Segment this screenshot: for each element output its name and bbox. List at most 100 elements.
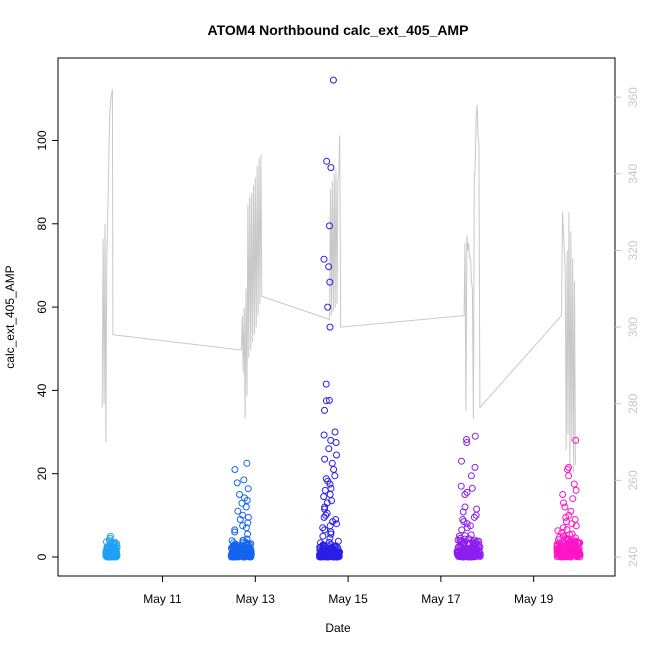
scatter-point bbox=[471, 553, 479, 561]
y2-tick-label: 300 bbox=[626, 317, 640, 337]
right-y-axis: 240 260 280 300 320 340 360 bbox=[615, 87, 640, 567]
scatter-point bbox=[565, 472, 573, 480]
scatter-point bbox=[561, 503, 569, 511]
scatter-point bbox=[571, 545, 579, 553]
scatter-point bbox=[328, 497, 336, 505]
scatter-point bbox=[567, 507, 575, 515]
scatter-point bbox=[473, 505, 481, 513]
scatter-point bbox=[318, 551, 326, 559]
scatter-point bbox=[559, 524, 567, 532]
chart-title: ATOM4 Northbound calc_ext_405_AMP bbox=[208, 22, 469, 38]
scatter-point bbox=[320, 493, 328, 501]
scatter-point bbox=[244, 519, 252, 527]
scatter-point bbox=[554, 551, 562, 559]
scatter-point bbox=[246, 553, 254, 561]
scatter-point bbox=[324, 303, 332, 311]
y-tick-label: 60 bbox=[35, 300, 49, 314]
scatter-point bbox=[453, 549, 461, 557]
scatter-point bbox=[459, 508, 467, 516]
scatter-point bbox=[560, 499, 567, 507]
scatter-point bbox=[326, 323, 334, 331]
scatter-point bbox=[228, 544, 235, 552]
plot-frame bbox=[57, 57, 616, 577]
scatter-point bbox=[231, 528, 239, 536]
scatter-point bbox=[572, 522, 580, 530]
scatter-point bbox=[319, 532, 327, 540]
scatter-point bbox=[334, 553, 342, 561]
scatter-point bbox=[334, 544, 342, 552]
scatter-point bbox=[329, 76, 337, 84]
y-tick-label: 40 bbox=[35, 383, 49, 397]
scatter-point bbox=[471, 432, 479, 440]
scatter-point bbox=[327, 164, 335, 172]
y2-tick-label: 320 bbox=[626, 240, 640, 260]
scatter-point bbox=[559, 491, 567, 498]
scatter-point bbox=[244, 513, 252, 521]
x-tick-label: May 11 bbox=[143, 592, 182, 606]
scatter-point bbox=[321, 526, 329, 534]
scatter-point bbox=[326, 278, 334, 286]
scatter-point bbox=[231, 466, 239, 473]
scatter-point bbox=[239, 522, 247, 530]
x-tick-label: May 15 bbox=[328, 592, 368, 606]
scatter-point bbox=[321, 551, 329, 559]
scatter-point bbox=[240, 476, 248, 484]
y2-tick-label: 240 bbox=[626, 547, 640, 567]
line-series-path bbox=[101, 89, 576, 473]
scatter-point bbox=[463, 547, 471, 555]
scatter-point bbox=[321, 486, 329, 494]
scatter-point bbox=[563, 526, 571, 534]
scatter-point bbox=[454, 536, 462, 544]
scatter-point bbox=[328, 459, 336, 467]
scatter-point bbox=[241, 553, 249, 561]
y2-tick-label: 360 bbox=[626, 87, 640, 107]
scatter-point bbox=[571, 516, 579, 523]
y-axis-label: calc_ext_405_AMP bbox=[3, 265, 17, 368]
scatter-point bbox=[572, 486, 580, 494]
scatter-point bbox=[567, 539, 574, 546]
scatter-point bbox=[470, 513, 478, 521]
scatter-point bbox=[325, 445, 333, 453]
scatter-point bbox=[334, 548, 342, 556]
scatter-point bbox=[327, 530, 335, 538]
scatter-point bbox=[570, 480, 578, 488]
x-tick-label: May 17 bbox=[421, 592, 461, 606]
scatter-point bbox=[334, 537, 342, 545]
scatter-point bbox=[557, 545, 565, 553]
scatter-point bbox=[331, 472, 339, 480]
scatter-point bbox=[239, 543, 247, 551]
scatter-point bbox=[320, 255, 328, 263]
scatter-point bbox=[110, 541, 118, 549]
scatter-point bbox=[331, 428, 339, 436]
scatter-point bbox=[562, 535, 570, 543]
scatter-point bbox=[109, 546, 117, 553]
scatter-point bbox=[319, 524, 327, 532]
scatter-point bbox=[233, 479, 241, 487]
scatter-point bbox=[238, 499, 246, 507]
scatter-point bbox=[327, 552, 335, 560]
scatter-point bbox=[461, 491, 469, 498]
scatter-point bbox=[102, 547, 110, 555]
scatter-point bbox=[458, 526, 466, 534]
scatter-point bbox=[326, 534, 334, 542]
scatter-point bbox=[460, 545, 468, 553]
scatter-point bbox=[333, 451, 340, 459]
scatter-point bbox=[468, 484, 476, 492]
scatter-point bbox=[323, 157, 331, 165]
scatter-point bbox=[569, 495, 577, 503]
scatter-point bbox=[326, 480, 334, 488]
scatter-point bbox=[320, 431, 328, 439]
scatter-point bbox=[575, 544, 583, 552]
y-tick-label: 0 bbox=[35, 553, 49, 560]
y2-tick-label: 260 bbox=[626, 470, 640, 490]
scatter-point bbox=[553, 553, 561, 561]
scatter-point bbox=[556, 542, 564, 550]
scatter-point bbox=[572, 552, 580, 560]
scatter-point bbox=[472, 540, 479, 548]
y2-tick-label: 280 bbox=[626, 393, 640, 413]
scatter-point bbox=[322, 397, 330, 405]
y2-tick-label: 340 bbox=[626, 163, 640, 183]
scatter-point bbox=[234, 553, 242, 561]
scatter-point bbox=[331, 542, 339, 550]
